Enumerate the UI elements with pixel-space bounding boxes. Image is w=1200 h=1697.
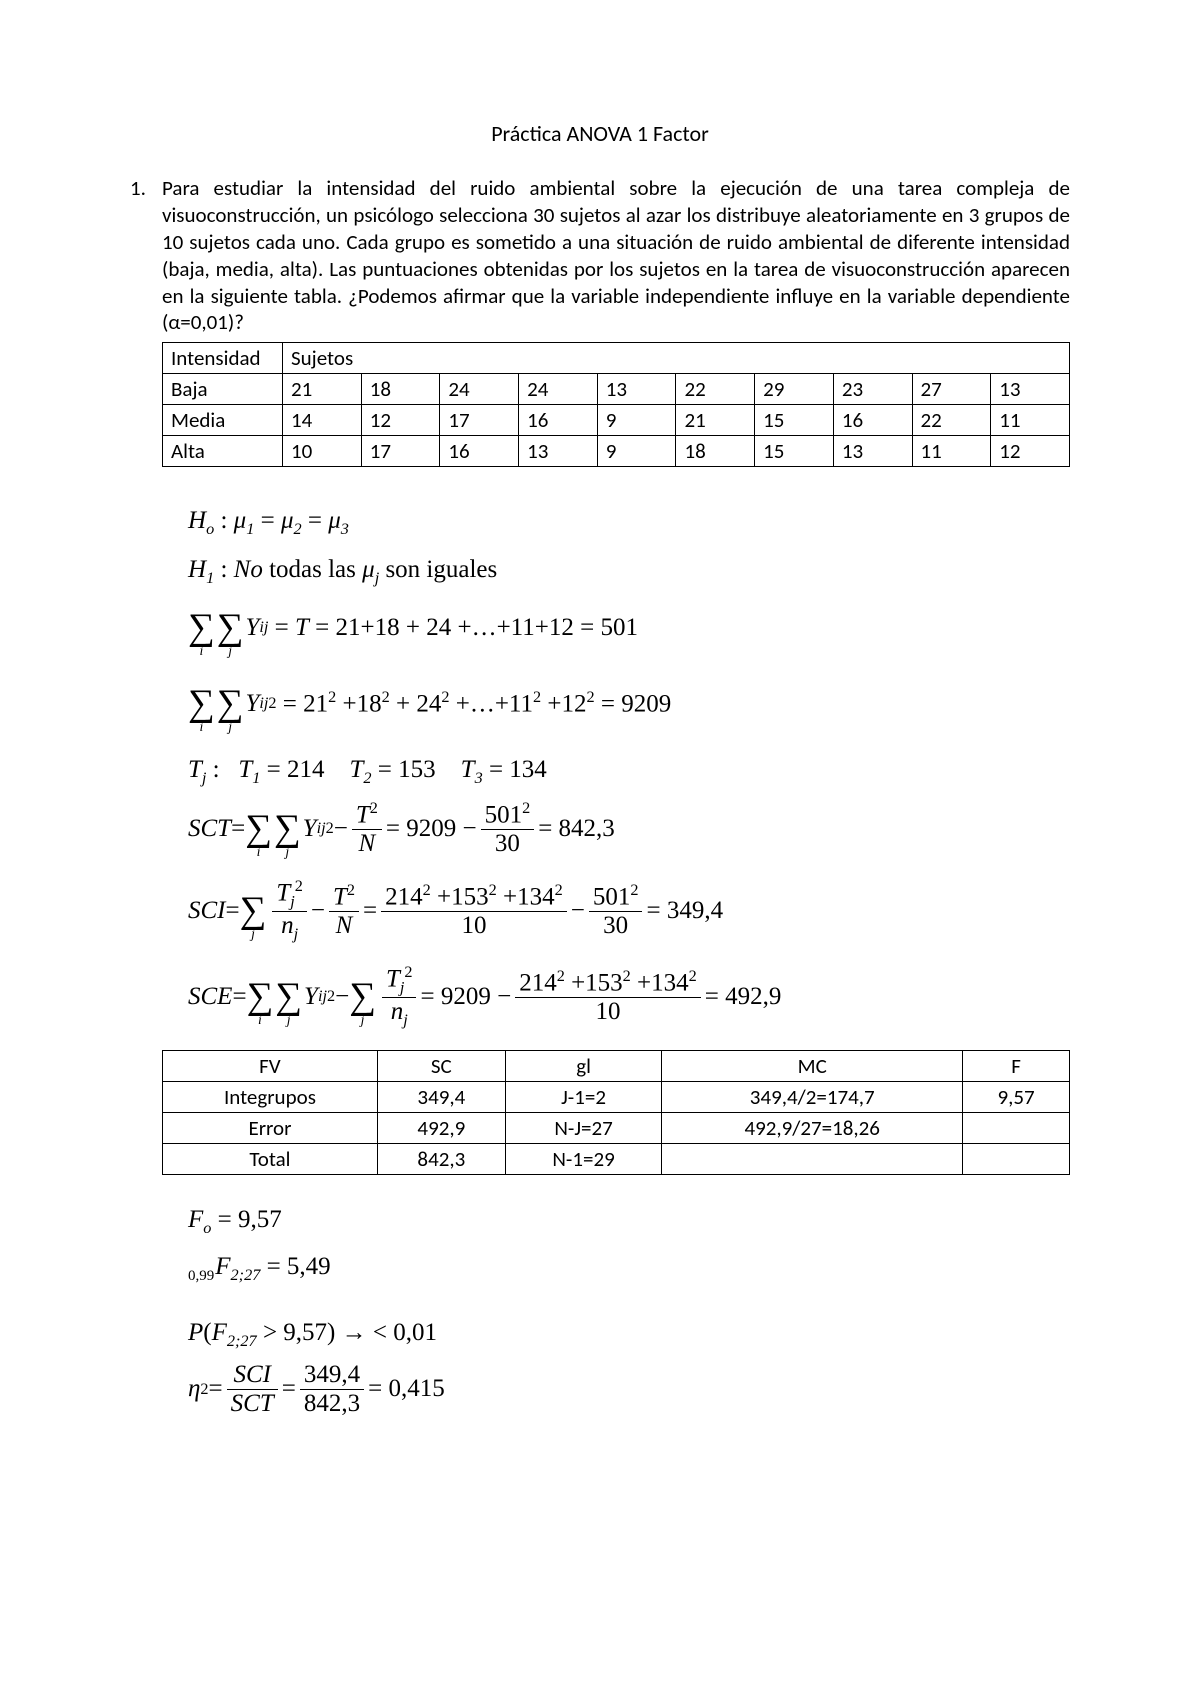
- cell: [963, 1143, 1070, 1174]
- sci-result: = 349,4: [646, 893, 723, 929]
- anova-h: SC: [377, 1050, 505, 1081]
- cell: 16: [519, 405, 598, 436]
- cell: Integrupos: [163, 1081, 378, 1112]
- h0-line: Ho : μ1 = μ2 = μ3: [188, 503, 1070, 542]
- cell: J-1=2: [505, 1081, 662, 1112]
- cell: 15: [755, 436, 834, 467]
- crit-pre: 0,99: [188, 1268, 214, 1284]
- p-sub: 2;27: [227, 1332, 257, 1350]
- cell: 10: [283, 436, 362, 467]
- cell: Error: [163, 1112, 378, 1143]
- data-header-span: Sujetos: [283, 343, 1070, 374]
- cell: N-J=27: [505, 1112, 662, 1143]
- cell: 18: [361, 374, 440, 405]
- cell: 24: [519, 374, 598, 405]
- cell: 492,9: [377, 1112, 505, 1143]
- SCE-line: SCE = ∑i ∑j Yij2 − ∑j Tj2nj = 9209 − 214…: [188, 964, 1070, 1030]
- cell: 13: [991, 374, 1070, 405]
- cell: 17: [440, 405, 519, 436]
- anova-h: MC: [662, 1050, 963, 1081]
- cell: 13: [833, 436, 912, 467]
- anova-h: FV: [163, 1050, 378, 1081]
- cell: 11: [991, 405, 1070, 436]
- anova-table: FV SC gl MC F Integrupos 349,4 J-1=2 349…: [162, 1050, 1070, 1175]
- cell: 12: [991, 436, 1070, 467]
- cell: 349,4: [377, 1081, 505, 1112]
- anova-header: FV SC gl MC F: [163, 1050, 1070, 1081]
- fo-value: = 9,57: [211, 1206, 281, 1233]
- anova-h: gl: [505, 1050, 662, 1081]
- row-label: Baja: [163, 374, 283, 405]
- eta-line: η2 = SCISCT = 349,4842,3 = 0,415: [188, 1361, 1070, 1417]
- cell: 15: [755, 405, 834, 436]
- table-row: Total 842,3 N-1=29: [163, 1143, 1070, 1174]
- page-title: Práctica ANOVA 1 Factor: [130, 120, 1070, 147]
- table-row: Alta 10 17 16 13 9 18 15 13 11 12: [163, 436, 1070, 467]
- table-row: Media 14 12 17 16 9 21 15 16 22 11: [163, 405, 1070, 436]
- crit-sub: 2;27: [231, 1266, 261, 1284]
- cell: 9,57: [963, 1081, 1070, 1112]
- cell: Total: [163, 1143, 378, 1174]
- p-line: P(F2;27 > 9,57) → < 0,01: [188, 1314, 1070, 1353]
- sce-result: = 492,9: [705, 979, 782, 1015]
- sum-T-line: ∑i ∑j Yij = T = 21+18 + 24 +…+11+12 = 50…: [188, 600, 1070, 656]
- row-label: Alta: [163, 436, 283, 467]
- cell: 21: [283, 374, 362, 405]
- data-header-col1: Intensidad: [163, 343, 283, 374]
- anova-h: F: [963, 1050, 1070, 1081]
- sum-sq-line: ∑i ∑j Yij2 = 212 +182 + 242 +…+112 +122 …: [188, 676, 1070, 732]
- Fo-line: Fo = 9,57: [188, 1201, 1070, 1240]
- row-label: Media: [163, 405, 283, 436]
- cell: 9: [597, 405, 676, 436]
- data-table: Intensidad Sujetos Baja 21 18 24 24 13 2…: [162, 342, 1070, 467]
- cell: 22: [912, 405, 991, 436]
- cell: 18: [676, 436, 755, 467]
- problem-text: Para estudiar la intensidad del ruido am…: [162, 175, 1070, 336]
- h1-line: H1 : No todas las μj son iguales: [188, 552, 1070, 591]
- eta-num: 349,4: [300, 1361, 364, 1389]
- cell: 16: [833, 405, 912, 436]
- cell: 9: [597, 436, 676, 467]
- cell: N-1=29: [505, 1143, 662, 1174]
- SCI-line: SCI = ∑j Tj2nj − T2N = 2142 +1532 +13421…: [188, 878, 1070, 944]
- Fcrit-line: 0,99F2;27 = 5,49: [188, 1248, 1070, 1288]
- cell: 14: [283, 405, 362, 436]
- cell: 17: [361, 436, 440, 467]
- table-row: Baja 21 18 24 24 13 22 29 23 27 13: [163, 374, 1070, 405]
- cell: 24: [440, 374, 519, 405]
- crit-val: = 5,49: [260, 1253, 330, 1280]
- cell: 23: [833, 374, 912, 405]
- cell: 16: [440, 436, 519, 467]
- cell: 29: [755, 374, 834, 405]
- page: Práctica ANOVA 1 Factor 1. Para estudiar…: [0, 0, 1200, 1697]
- cell: 13: [597, 374, 676, 405]
- math-equations: Ho : μ1 = μ2 = μ3 H1 : No todas las μj s…: [188, 503, 1070, 1030]
- Tj-line: Tj : T1 = 214 T2 = 153 T3 = 134: [188, 752, 1070, 791]
- cell: 492,9/27=18,26: [662, 1112, 963, 1143]
- data-header-row: Intensidad Sujetos: [163, 343, 1070, 374]
- eta-result: = 0,415: [368, 1370, 445, 1408]
- eta-den: 842,3: [300, 1390, 364, 1418]
- cell: 842,3: [377, 1143, 505, 1174]
- cell: 13: [519, 436, 598, 467]
- cell: [662, 1143, 963, 1174]
- table-row: Error 492,9 N-J=27 492,9/27=18,26: [163, 1112, 1070, 1143]
- table-row: Integrupos 349,4 J-1=2 349,4/2=174,7 9,5…: [163, 1081, 1070, 1112]
- sct-result: = 842,3: [538, 811, 615, 847]
- results-block: Fo = 9,57 0,99F2;27 = 5,49 P(F2;27 > 9,5…: [188, 1201, 1070, 1417]
- cell: 27: [912, 374, 991, 405]
- cell: 12: [361, 405, 440, 436]
- cell: 22: [676, 374, 755, 405]
- cell: 349,4/2=174,7: [662, 1081, 963, 1112]
- cell: [963, 1112, 1070, 1143]
- cell: 21: [676, 405, 755, 436]
- problem-number: 1.: [130, 175, 162, 336]
- cell: 11: [912, 436, 991, 467]
- problem-block: 1. Para estudiar la intensidad del ruido…: [130, 175, 1070, 336]
- SCT-line: SCT = ∑i ∑j Yij2 − T2N = 9209 − 501230 =…: [188, 800, 1070, 857]
